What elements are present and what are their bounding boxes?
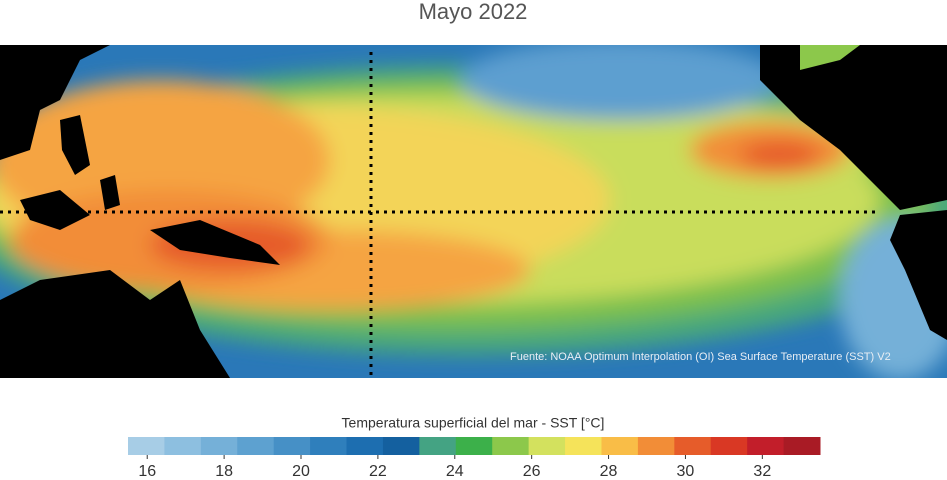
colorbar-tick-label: 22 (369, 463, 387, 480)
colorbar-swatch (528, 437, 566, 455)
sst-map: Fuente: NOAA Optimum Interpolation (OI) … (0, 45, 947, 378)
reference-lines (0, 52, 880, 378)
colorbar-swatch (310, 437, 348, 455)
colorbar-swatch (674, 437, 712, 455)
colorbar-swatch (128, 437, 165, 455)
colorbar: 16 18 20 22 24 26 28 30 32 (128, 437, 821, 480)
colorbar-tick-label: 30 (677, 463, 695, 480)
colorbar-swatch (601, 437, 639, 455)
colorbar-swatch (492, 437, 530, 455)
colorbar-tick-label: 16 (138, 463, 156, 480)
colorbar-swatch (455, 437, 493, 455)
colorbar-swatch (273, 437, 311, 455)
title: Mayo 2022 (419, 0, 528, 24)
colorbar-tick-label: 24 (446, 463, 464, 480)
colorbar-swatch (783, 437, 821, 455)
colorbar-tick-label: 32 (753, 463, 771, 480)
colorbar-swatch (747, 437, 785, 455)
colorbar-swatch (565, 437, 602, 455)
colorbar-swatch (382, 437, 420, 455)
colorbar-swatch (710, 437, 748, 455)
colorbar-swatch (419, 437, 457, 455)
colorbar-label: Temperatura superficial del mar - SST [°… (342, 415, 605, 431)
colorbar-swatch (637, 437, 675, 455)
colorbar-swatch (200, 437, 238, 455)
land (0, 45, 947, 378)
colorbar-tick-label: 28 (600, 463, 618, 480)
colorbar-swatch (346, 437, 384, 455)
colorbar-tick-label: 20 (292, 463, 310, 480)
colorbar-swatch (237, 437, 275, 455)
colorbar-swatch (164, 437, 202, 455)
colorbar-tick-label: 18 (215, 463, 233, 480)
source-note: Fuente: NOAA Optimum Interpolation (OI) … (510, 351, 891, 363)
colorbar-tick-label: 26 (523, 463, 541, 480)
